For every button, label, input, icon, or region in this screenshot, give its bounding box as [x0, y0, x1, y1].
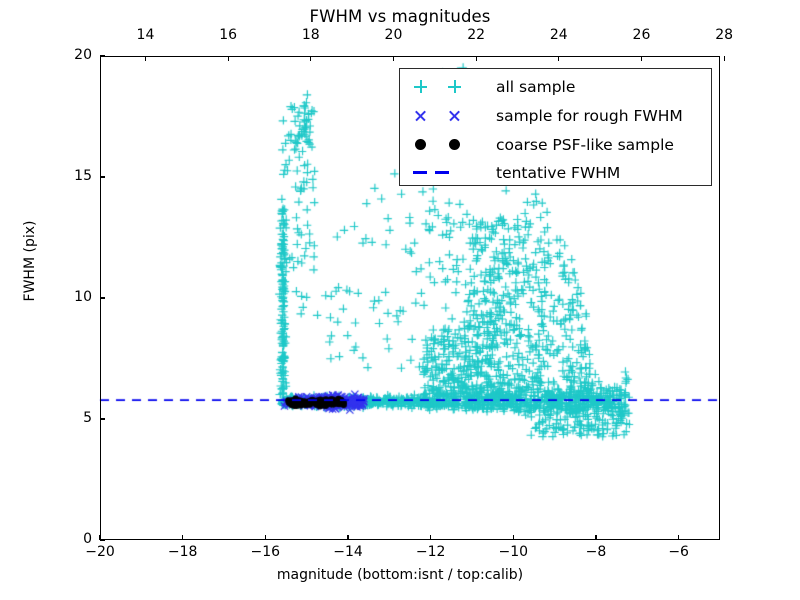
tick-mark [558, 56, 560, 61]
tick-mark [475, 56, 477, 61]
legend: all sample sample for rough FWHM coarse … [399, 68, 712, 186]
legend-entry-tentative-fwhm: tentative FWHM [400, 158, 713, 187]
legend-entry-coarse-psf: coarse PSF-like sample [400, 130, 713, 159]
tick-mark [264, 535, 266, 540]
tick-mark [392, 56, 395, 61]
legend-label-coarse-psf: coarse PSF-like sample [496, 135, 674, 154]
tick-label: 24 [549, 27, 568, 43]
tick-mark [100, 539, 105, 541]
tick-label: 10 [74, 289, 92, 305]
tick-label: 5 [83, 410, 92, 426]
cross-icon [400, 101, 496, 130]
tick-label: 28 [715, 27, 734, 43]
tick-label: 15 [74, 168, 92, 184]
tick-mark [723, 56, 725, 61]
tick-mark [310, 56, 312, 61]
tick-label: 14 [136, 27, 155, 43]
dashed-line-icon [400, 158, 496, 187]
tick-label: −10 [498, 544, 529, 560]
tick-mark [182, 535, 184, 540]
tick-label: −16 [250, 544, 281, 560]
tick-label: 22 [467, 27, 486, 43]
legend-entry-all-sample: all sample [400, 72, 713, 101]
tick-mark [100, 297, 105, 299]
tick-mark [100, 176, 105, 178]
x-axis-label: magnitude (bottom:isnt / top:calib) [276, 567, 524, 583]
tick-mark [100, 418, 105, 420]
tick-label: 20 [384, 27, 403, 43]
tick-label: −12 [415, 544, 446, 560]
tick-mark [430, 535, 432, 540]
tick-label: −18 [167, 544, 198, 560]
tick-label: 20 [74, 47, 92, 63]
plus-icon [400, 72, 496, 101]
tick-label: −6 [668, 544, 689, 560]
legend-label-rough-fwhm: sample for rough FWHM [496, 106, 683, 125]
dot-icon [400, 130, 496, 159]
tick-label: 0 [83, 531, 92, 547]
tick-mark [100, 55, 105, 57]
tick-label: 16 [219, 27, 238, 43]
tick-label: −20 [85, 544, 115, 560]
tick-mark [144, 56, 147, 61]
legend-label-all-sample: all sample [496, 77, 576, 96]
tick-label: −14 [333, 544, 363, 560]
tick-label: 26 [632, 27, 651, 43]
legend-entry-rough-fwhm: sample for rough FWHM [400, 101, 713, 130]
tick-mark [678, 535, 680, 540]
tick-label: −8 [585, 544, 607, 560]
tick-mark [595, 535, 597, 540]
tick-label: 18 [301, 27, 320, 43]
tick-mark [227, 56, 229, 61]
tick-mark [99, 535, 101, 540]
y-axis-label: FWHM (pix) [22, 220, 38, 302]
chart-title: FWHM vs magnitudes [309, 7, 491, 26]
tick-mark [512, 535, 514, 540]
tick-mark [640, 56, 643, 61]
legend-label-tentative-fwhm: tentative FWHM [496, 163, 621, 182]
tick-mark [347, 535, 349, 540]
